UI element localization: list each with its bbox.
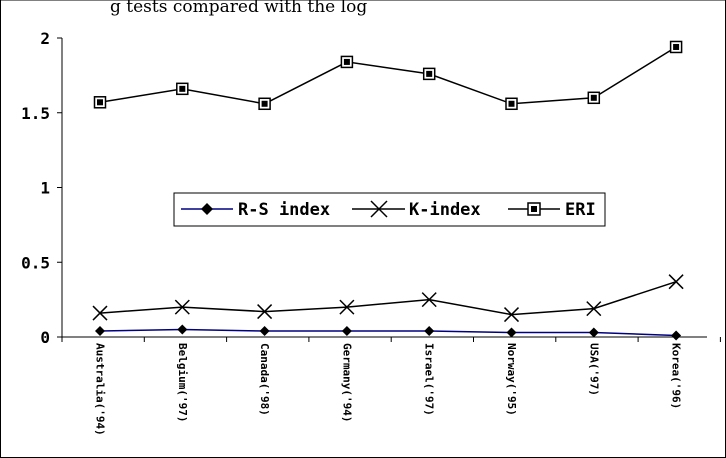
series-line xyxy=(99,280,677,316)
data-point-x xyxy=(503,307,520,323)
legend-label-rs: R-S index xyxy=(238,200,330,220)
data-point-x xyxy=(257,304,273,320)
legend-marker-diamond-icon xyxy=(201,203,213,215)
data-point-square-inner xyxy=(179,85,186,92)
x-tick-label: Belgium('97) xyxy=(176,343,189,422)
series-line xyxy=(99,328,677,337)
data-point-diamond xyxy=(177,324,188,335)
legend-entry-eri: ERI xyxy=(508,200,596,220)
data-point-diamond xyxy=(259,326,270,337)
y-tick-label: 1 xyxy=(40,179,50,198)
chart-title: g tests compared with the log xyxy=(110,0,367,17)
series-r-s-index xyxy=(95,324,682,341)
data-point-diamond xyxy=(671,330,682,341)
legend-entry-k: K-index xyxy=(352,200,481,220)
legend-label-eri: ERI xyxy=(565,200,596,220)
data-point-diamond xyxy=(95,326,105,337)
data-point-square-inner xyxy=(508,100,515,107)
data-point-square-inner xyxy=(261,100,268,107)
y-tick-label: 0.5 xyxy=(21,253,50,272)
series-eri xyxy=(93,40,683,111)
legend-marker-x-icon xyxy=(370,200,388,218)
x-tick-label: Australia('94) xyxy=(94,343,107,436)
series-k-index xyxy=(92,274,684,323)
series-line xyxy=(99,46,677,105)
x-tick-label: Germany('94) xyxy=(340,343,353,422)
data-point-square-inner xyxy=(97,99,103,106)
data-point-x xyxy=(586,301,602,317)
data-point-square-inner xyxy=(426,70,433,77)
x-tick-label: Korea('96) xyxy=(670,343,683,409)
data-point-diamond xyxy=(588,327,599,338)
data-point-square-inner xyxy=(673,43,680,50)
data-point-x xyxy=(421,292,437,308)
x-tick-label: Israel('97) xyxy=(423,343,436,416)
legend: R-S index K-index ERI xyxy=(173,192,606,227)
y-tick-label: 0 xyxy=(40,328,50,347)
data-point-x xyxy=(174,299,190,315)
data-point-x xyxy=(668,274,684,290)
data-point-diamond xyxy=(506,327,517,338)
x-tick-label: Norway('95) xyxy=(505,343,518,416)
x-tick-label: Canada('98) xyxy=(258,343,271,416)
data-point-square-inner xyxy=(343,58,350,65)
data-point-square-inner xyxy=(590,94,597,101)
x-ticks: Australia('94) Belgium('97) Canada('98) Ger… xyxy=(61,337,721,436)
data-point-diamond xyxy=(341,326,352,337)
series-group xyxy=(92,40,684,341)
y-ticks: 0 0.5 1 1.5 2 xyxy=(21,29,62,347)
x-tick-label: USA('97) xyxy=(587,343,600,396)
legend-marker-square-inner-icon xyxy=(531,206,537,212)
data-point-x xyxy=(339,299,355,315)
data-point-diamond xyxy=(424,326,435,337)
legend-entry-rs: R-S index xyxy=(181,200,330,220)
y-tick-label: 1.5 xyxy=(21,104,50,123)
data-point-x xyxy=(92,305,108,321)
y-tick-label: 2 xyxy=(40,29,50,48)
legend-label-k: K-index xyxy=(409,200,481,220)
